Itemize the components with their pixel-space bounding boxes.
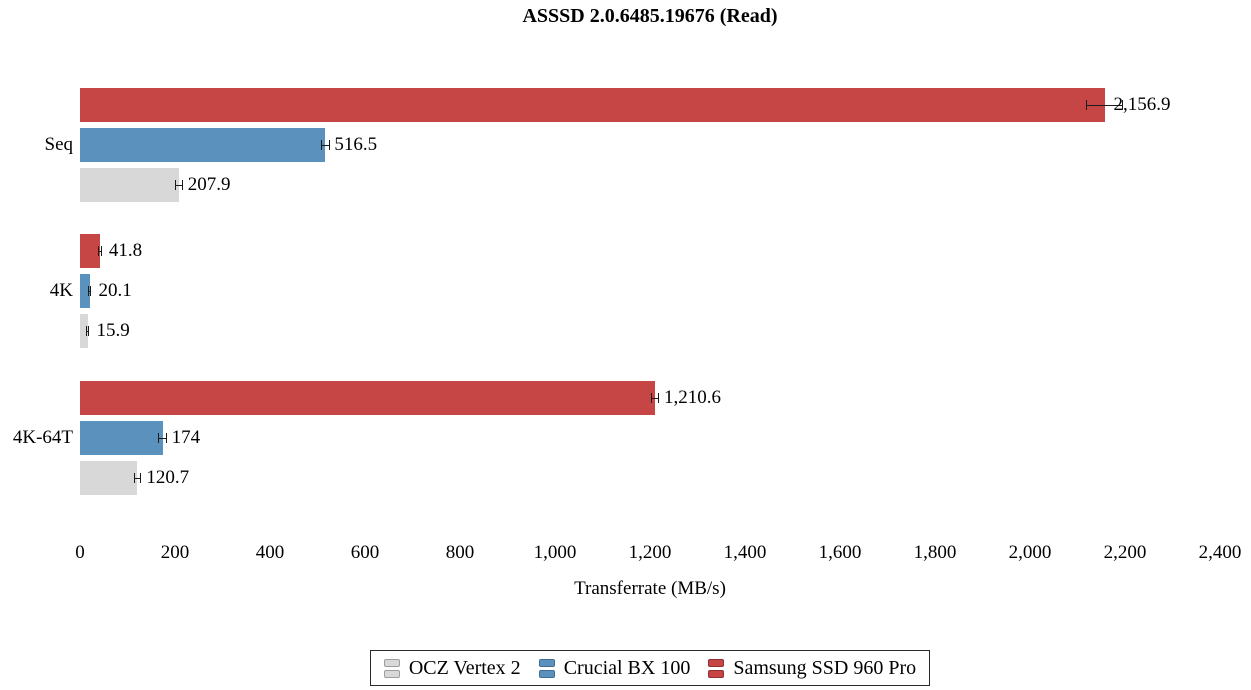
bar-value-label: 174 (171, 427, 201, 448)
error-bar-cap-right (657, 393, 659, 403)
x-tick-label-2000: 2,000 (1008, 542, 1052, 563)
x-tick-label-1800: 1,800 (913, 542, 957, 563)
x-tick-label-0: 0 (75, 542, 85, 563)
error-bar-cap-right (88, 326, 90, 336)
x-tick-label-200: 200 (160, 542, 190, 563)
bar-4k-ocz-vertex-2 (80, 314, 88, 348)
bar-value-label: 2,156.9 (1113, 94, 1171, 115)
bar-value-label: 207.9 (187, 174, 231, 195)
error-bar-cap-left (133, 473, 135, 483)
error-bar (174, 180, 183, 190)
error-bar-cap-left (174, 180, 176, 190)
bar-seq-crucial-bx-100 (80, 128, 326, 162)
error-bar (97, 246, 102, 256)
bar-value-label: 516.5 (334, 134, 378, 155)
error-bar-line (651, 398, 659, 399)
error-bar (651, 393, 659, 403)
legend: OCZ Vertex 2 Crucial BX 100 Samsung SSD 96… (80, 650, 1220, 686)
bar-value-label: 15.9 (96, 320, 130, 341)
x-tick-label-1000: 1,000 (533, 542, 577, 563)
legend-box: OCZ Vertex 2 Crucial BX 100 Samsung SSD 96… (369, 650, 931, 686)
error-bar (87, 286, 92, 296)
legend-item-ocz-vertex-2: OCZ Vertex 2 (383, 656, 521, 680)
x-tick-label-1200: 1,200 (628, 542, 672, 563)
legend-swatch-icon (538, 658, 555, 678)
legend-swatch-icon (383, 658, 400, 678)
legend-label: Samsung SSD 960 Pro (733, 657, 917, 679)
bar-4k-samsung-ssd-960-pro (80, 234, 100, 268)
legend-item-crucial-bx-100: Crucial BX 100 (538, 656, 691, 680)
error-bar-cap-left (320, 140, 322, 150)
error-bar-cap-right (140, 473, 142, 483)
x-axis-label: Transferrate (MB/s) (574, 578, 726, 599)
error-bar-line (133, 478, 142, 479)
bar-value-label: 20.1 (98, 280, 132, 301)
category-label-4k-64t: 4K-64T (12, 427, 73, 448)
error-bar-cap-right (100, 246, 102, 256)
category-label-seq: Seq (44, 134, 74, 155)
bar-value-label: 1,210.6 (664, 387, 722, 408)
error-bar-line (85, 331, 90, 332)
bar-seq-samsung-ssd-960-pro (80, 88, 1105, 122)
x-tick-label-1400: 1,400 (723, 542, 767, 563)
legend-swatch-bar (538, 658, 555, 667)
legend-swatch-bar (383, 669, 400, 678)
error-bar (157, 433, 168, 443)
legend-swatch-bar (708, 669, 725, 678)
legend-swatch-bar (383, 658, 400, 667)
bar-4k-64t-samsung-ssd-960-pro (80, 381, 656, 415)
error-bar-cap-left (87, 286, 89, 296)
error-bar-cap-left (157, 433, 159, 443)
bar-4k-64t-crucial-bx-100 (80, 421, 163, 455)
error-bar-cap-left (97, 246, 99, 256)
error-bar-cap-right (90, 286, 92, 296)
error-bar-line (320, 145, 331, 146)
error-bar-cap-right (1121, 100, 1123, 110)
legend-swatch-bar (708, 658, 725, 667)
error-bar (320, 140, 331, 150)
error-bar-cap-right (181, 180, 183, 190)
error-bar (133, 473, 142, 483)
chart-title: ASSSD 2.0.6485.19676 (Read) (522, 5, 778, 27)
x-tick-label-2200: 2,200 (1103, 542, 1147, 563)
error-bar (85, 326, 90, 336)
legend-item-samsung-ssd-960-pro: Samsung SSD 960 Pro (708, 656, 916, 680)
x-tick-label-600: 600 (350, 542, 380, 563)
error-bar (1086, 100, 1123, 110)
category-label-4k: 4K (49, 280, 73, 301)
error-bar-cap-right (329, 140, 331, 150)
bar-4k-crucial-bx-100 (80, 274, 90, 308)
error-bar-line (97, 251, 102, 252)
bar-4k-64t-ocz-vertex-2 (80, 461, 138, 495)
x-tick-label-800: 800 (445, 542, 475, 563)
legend-label: OCZ Vertex 2 (408, 657, 521, 679)
legend-swatch-bar (538, 669, 555, 678)
x-tick-label-400: 400 (255, 542, 285, 563)
legend-label: Crucial BX 100 (563, 657, 691, 679)
legend-swatch-icon (708, 658, 725, 678)
error-bar-cap-left (1086, 100, 1088, 110)
bar-value-label: 41.8 (108, 240, 143, 261)
x-tick-label-1600: 1,600 (818, 542, 862, 563)
error-bar-line (157, 438, 168, 439)
bar-value-label: 120.7 (146, 467, 190, 488)
x-tick-label-2400: 2,400 (1198, 542, 1242, 563)
error-bar-line (1086, 105, 1123, 106)
bar-seq-ocz-vertex-2 (80, 168, 179, 202)
error-bar-line (87, 291, 92, 292)
error-bar-cap-left (85, 326, 87, 336)
error-bar-cap-right (166, 433, 168, 443)
error-bar-cap-left (651, 393, 653, 403)
error-bar-line (174, 185, 183, 186)
